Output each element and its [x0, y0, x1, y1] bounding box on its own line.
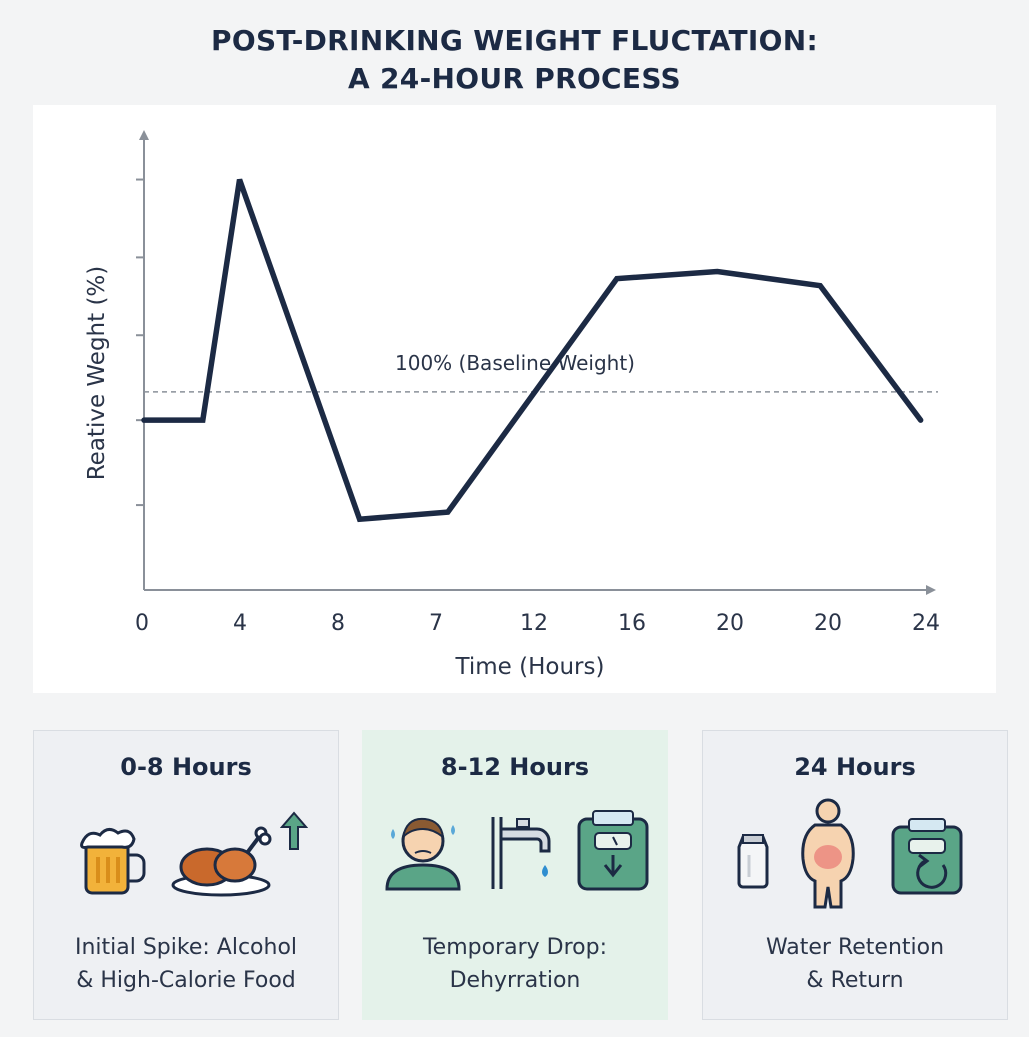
chart-panel: 100% (Baseline Weight) 0 4 8 7 12 16 20 20 24 Tim… [33, 105, 996, 693]
scale-down-icon [577, 810, 649, 891]
x-tick-label: 24 [912, 611, 940, 636]
card-description: Temporary Drop: Dehyrration [363, 931, 667, 997]
salt-shaker-icon [737, 834, 769, 889]
x-tick-label: 4 [233, 611, 247, 636]
card-title: 0-8 Hours [120, 753, 252, 781]
title-line-1: POST-DRINKING WEIGHT FLUCTATION: [211, 24, 818, 57]
phase-cards: 0-8 Hours Initial Spike: Alcohol & High-… [33, 730, 1008, 1022]
weight-series-line [141, 178, 924, 523]
beer-mug-icon [80, 828, 146, 895]
x-tick-label: 20 [814, 611, 842, 636]
arrow-up-icon [280, 811, 308, 850]
sweating-person-icon [385, 817, 461, 891]
card-description: Initial Spike: Alcohol & High-Calorie Fo… [34, 931, 338, 997]
title-line-2: A 24-HOUR PROCESS [347, 62, 682, 95]
x-tick-label: 8 [331, 611, 345, 636]
scale-return-icon [891, 818, 963, 895]
x-tick-label: 16 [618, 611, 646, 636]
x-tick-label: 20 [716, 611, 744, 636]
x-axis-label: Time (Hours) [455, 654, 605, 680]
card-desc-line-2: & Return [806, 968, 904, 993]
card-desc-line-1: Temporary Drop: [422, 935, 607, 960]
x-tick-label: 0 [135, 611, 149, 636]
card-desc-line-2: Dehyrration [449, 968, 581, 993]
phase-card-8-12: 8-12 Hours Temporary Drop: Dehyrration [362, 730, 668, 1020]
card-title: 24 Hours [794, 753, 916, 781]
x-tick-label: 7 [429, 611, 443, 636]
chart-axes [139, 130, 936, 595]
chart-ticks [136, 178, 144, 507]
card-desc-line-1: Water Retention [765, 935, 945, 960]
x-tick-label: 12 [520, 611, 548, 636]
x-axis-arrow [926, 585, 936, 595]
bloated-body-icon [801, 798, 855, 909]
card-desc-line-1: Initial Spike: Alcohol [74, 935, 298, 960]
card-title: 8-12 Hours [440, 753, 590, 781]
water-faucet-icon [491, 817, 551, 889]
chart-baseline: 100% (Baseline Weight) [144, 351, 938, 393]
chart-series [141, 178, 924, 523]
y-axis-label: Reative Weght (%) [84, 266, 110, 481]
page-title: POST-DRINKING WEIGHT FLUCTATION: A 24-HO… [0, 22, 1029, 98]
roast-chicken-icon [171, 826, 272, 897]
chart-labels: 0 4 8 7 12 16 20 20 24 Time (Hours) Reative Weght … [84, 266, 940, 680]
weight-line-chart: 100% (Baseline Weight) 0 4 8 7 12 16 20 20 24 Tim… [84, 130, 940, 680]
phase-card-24: 24 Hours Water Retention & Return [702, 730, 1008, 1020]
baseline-label: 100% (Baseline Weight) [395, 351, 635, 375]
phase-card-0-8: 0-8 Hours Initial Spike: Alcohol & High-… [33, 730, 339, 1020]
card-desc-line-2: & High-Calorie Food [76, 968, 296, 993]
card-description: Water Retention & Return [703, 931, 1007, 997]
y-axis-arrow [139, 130, 149, 140]
